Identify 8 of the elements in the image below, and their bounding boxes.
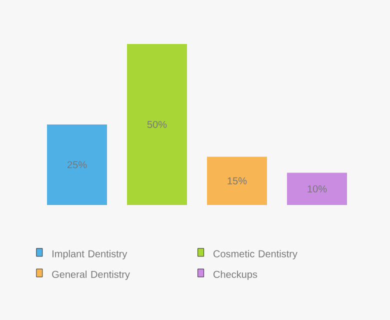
- data-label: 25%: [68, 161, 87, 168]
- data-label: 50%: [147, 120, 167, 128]
- legend-label: Implant Dentistry: [52, 250, 128, 260]
- legend-label: General Dentistry: [52, 270, 130, 280]
- legend-label: Checkups: [214, 270, 258, 280]
- data-label: 15%: [228, 177, 247, 184]
- legend-label: Cosmetic Dentistry: [214, 250, 298, 260]
- data-label: 10%: [308, 185, 327, 192]
